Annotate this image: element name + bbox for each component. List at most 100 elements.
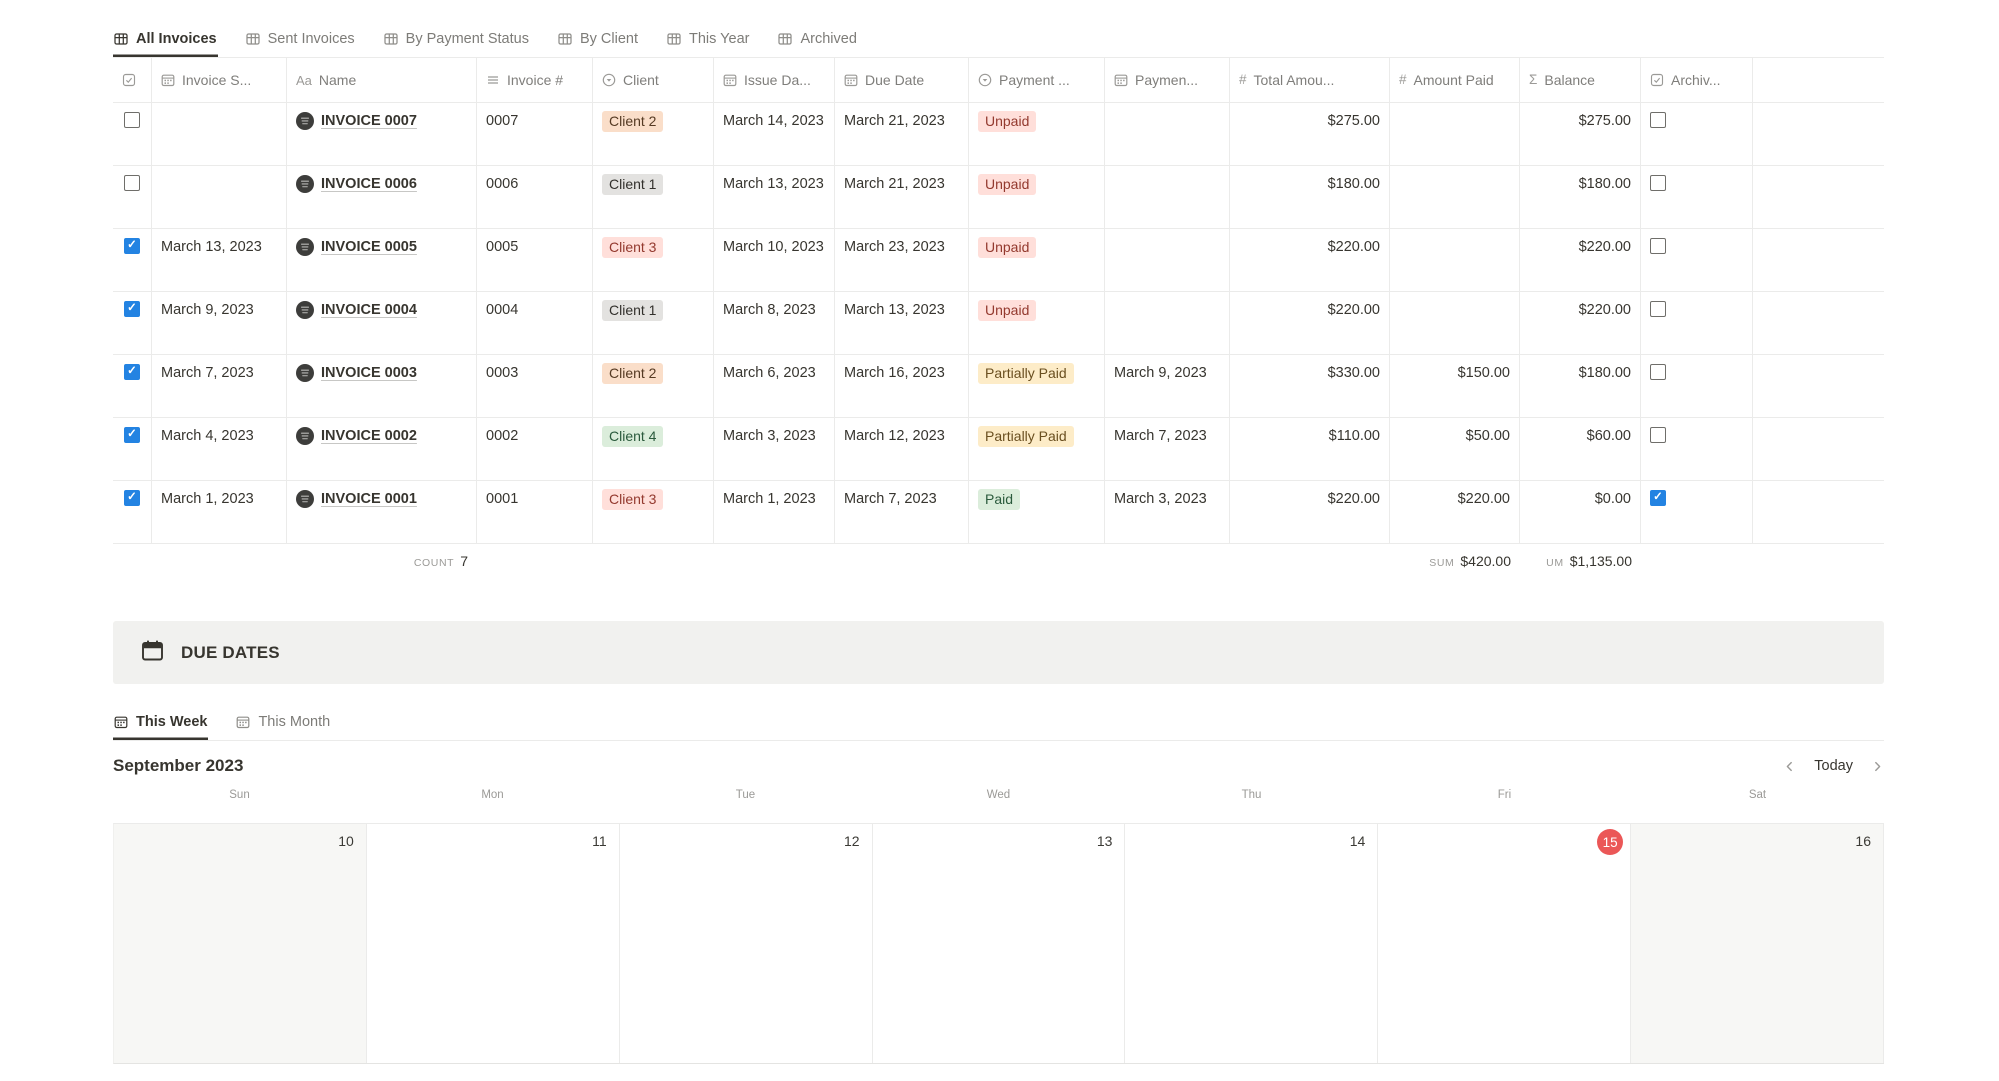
cell-number[interactable]: 0001 bbox=[477, 481, 593, 543]
invoice-page-link[interactable]: INVOICE 0003 bbox=[321, 365, 417, 381]
cell-total[interactable]: $275.00 bbox=[1230, 103, 1390, 165]
cell-archived[interactable] bbox=[1641, 229, 1753, 291]
row-select-checkbox-unchecked[interactable] bbox=[124, 112, 140, 128]
invoice-page-link[interactable]: INVOICE 0002 bbox=[321, 428, 417, 444]
column-header-due[interactable]: Due Date bbox=[835, 58, 969, 102]
column-header-paydate[interactable]: Paymen... bbox=[1105, 58, 1230, 102]
cell-name[interactable]: INVOICE 0001 bbox=[287, 481, 477, 543]
cell-number[interactable]: 0005 bbox=[477, 229, 593, 291]
cell-select[interactable]: ✓ bbox=[113, 481, 152, 543]
cell-paid[interactable] bbox=[1390, 229, 1520, 291]
cell-due[interactable]: March 21, 2023 bbox=[835, 103, 969, 165]
cell-status[interactable]: Partially Paid bbox=[969, 418, 1105, 480]
cell-balance[interactable]: $180.00 bbox=[1520, 166, 1641, 228]
column-header-name[interactable]: Aa Name bbox=[287, 58, 477, 102]
column-header-total[interactable]: # Total Amou... bbox=[1230, 58, 1390, 102]
view-tab-this-year[interactable]: This Year bbox=[666, 31, 750, 57]
cell-paydate[interactable]: March 9, 2023 bbox=[1105, 355, 1230, 417]
cell-issue[interactable]: March 1, 2023 bbox=[714, 481, 835, 543]
sum-balance-aggregate[interactable]: UM $1,135.00 bbox=[1520, 544, 1641, 579]
view-tab-all-invoices[interactable]: All Invoices bbox=[113, 31, 218, 57]
cell-status[interactable]: Partially Paid bbox=[969, 355, 1105, 417]
cell-name[interactable]: INVOICE 0004 bbox=[287, 292, 477, 354]
cell-total[interactable]: $220.00 bbox=[1230, 292, 1390, 354]
today-button[interactable]: Today bbox=[1814, 758, 1853, 774]
cell-sent[interactable]: March 4, 2023 bbox=[152, 418, 287, 480]
cell-paid[interactable]: $50.00 bbox=[1390, 418, 1520, 480]
cell-paid[interactable]: $220.00 bbox=[1390, 481, 1520, 543]
cell-total[interactable]: $110.00 bbox=[1230, 418, 1390, 480]
chevron-left-icon[interactable] bbox=[1783, 760, 1796, 773]
archived-checkbox-unchecked[interactable] bbox=[1650, 112, 1666, 128]
cell-client[interactable]: Client 3 bbox=[593, 229, 714, 291]
row-select-checkbox-checked[interactable]: ✓ bbox=[124, 238, 140, 254]
archived-checkbox-unchecked[interactable] bbox=[1650, 364, 1666, 380]
cell-due[interactable]: March 13, 2023 bbox=[835, 292, 969, 354]
cell-issue[interactable]: March 8, 2023 bbox=[714, 292, 835, 354]
view-tab-by-payment-status[interactable]: By Payment Status bbox=[383, 31, 530, 57]
cell-name[interactable]: INVOICE 0007 bbox=[287, 103, 477, 165]
cell-status[interactable]: Paid bbox=[969, 481, 1105, 543]
column-header-client[interactable]: Client bbox=[593, 58, 714, 102]
cell-status[interactable]: Unpaid bbox=[969, 229, 1105, 291]
cell-balance[interactable]: $275.00 bbox=[1520, 103, 1641, 165]
calendar-cell-15[interactable]: 15 bbox=[1378, 824, 1632, 1063]
column-header-balance[interactable]: Σ Balance bbox=[1520, 58, 1641, 102]
cell-client[interactable]: Client 4 bbox=[593, 418, 714, 480]
cell-archived[interactable] bbox=[1641, 103, 1753, 165]
invoice-page-link[interactable]: INVOICE 0005 bbox=[321, 239, 417, 255]
invoice-page-link[interactable]: INVOICE 0001 bbox=[321, 491, 417, 507]
cell-sent[interactable]: March 1, 2023 bbox=[152, 481, 287, 543]
archived-checkbox-unchecked[interactable] bbox=[1650, 238, 1666, 254]
cell-archived[interactable] bbox=[1641, 166, 1753, 228]
view-tab-by-client[interactable]: By Client bbox=[557, 31, 639, 57]
invoice-page-link[interactable]: INVOICE 0007 bbox=[321, 113, 417, 129]
calendar-cell-12[interactable]: 12 bbox=[619, 824, 873, 1063]
cell-paid[interactable] bbox=[1390, 166, 1520, 228]
cell-status[interactable]: Unpaid bbox=[969, 103, 1105, 165]
cell-balance[interactable]: $220.00 bbox=[1520, 292, 1641, 354]
column-header-paid[interactable]: # Amount Paid bbox=[1390, 58, 1520, 102]
cell-select[interactable]: ✓ bbox=[113, 355, 152, 417]
cell-due[interactable]: March 21, 2023 bbox=[835, 166, 969, 228]
cell-archived[interactable]: ✓ bbox=[1641, 481, 1753, 543]
cell-name[interactable]: INVOICE 0006 bbox=[287, 166, 477, 228]
column-header-sent[interactable]: Invoice S... bbox=[152, 58, 287, 102]
cell-paydate[interactable] bbox=[1105, 292, 1230, 354]
chevron-right-icon[interactable] bbox=[1871, 760, 1884, 773]
cell-number[interactable]: 0004 bbox=[477, 292, 593, 354]
cell-select[interactable] bbox=[113, 103, 152, 165]
cell-issue[interactable]: March 13, 2023 bbox=[714, 166, 835, 228]
cell-issue[interactable]: March 14, 2023 bbox=[714, 103, 835, 165]
calendar-cell-14[interactable]: 14 bbox=[1125, 824, 1379, 1063]
cell-name[interactable]: INVOICE 0002 bbox=[287, 418, 477, 480]
cell-total[interactable]: $220.00 bbox=[1230, 481, 1390, 543]
calendar-cell-16[interactable]: 16 bbox=[1631, 824, 1884, 1063]
cell-due[interactable]: March 12, 2023 bbox=[835, 418, 969, 480]
cell-total[interactable]: $220.00 bbox=[1230, 229, 1390, 291]
cell-client[interactable]: Client 1 bbox=[593, 166, 714, 228]
cell-paydate[interactable] bbox=[1105, 229, 1230, 291]
row-select-checkbox-checked[interactable]: ✓ bbox=[124, 364, 140, 380]
cell-balance[interactable]: $180.00 bbox=[1520, 355, 1641, 417]
cell-balance[interactable]: $0.00 bbox=[1520, 481, 1641, 543]
archived-checkbox-unchecked[interactable] bbox=[1650, 427, 1666, 443]
cell-paydate[interactable] bbox=[1105, 103, 1230, 165]
cell-archived[interactable] bbox=[1641, 418, 1753, 480]
count-aggregate[interactable]: COUNT 7 bbox=[287, 544, 477, 579]
cell-number[interactable]: 0006 bbox=[477, 166, 593, 228]
cell-client[interactable]: Client 2 bbox=[593, 355, 714, 417]
cell-balance[interactable]: $220.00 bbox=[1520, 229, 1641, 291]
calendar-cell-11[interactable]: 11 bbox=[366, 824, 620, 1063]
cell-total[interactable]: $330.00 bbox=[1230, 355, 1390, 417]
cell-name[interactable]: INVOICE 0005 bbox=[287, 229, 477, 291]
cell-paydate[interactable]: March 3, 2023 bbox=[1105, 481, 1230, 543]
cell-paid[interactable] bbox=[1390, 103, 1520, 165]
cell-number[interactable]: 0003 bbox=[477, 355, 593, 417]
cell-balance[interactable]: $60.00 bbox=[1520, 418, 1641, 480]
cell-paid[interactable] bbox=[1390, 292, 1520, 354]
cell-sent[interactable]: March 9, 2023 bbox=[152, 292, 287, 354]
cell-select[interactable]: ✓ bbox=[113, 292, 152, 354]
cell-archived[interactable] bbox=[1641, 292, 1753, 354]
cell-client[interactable]: Client 1 bbox=[593, 292, 714, 354]
